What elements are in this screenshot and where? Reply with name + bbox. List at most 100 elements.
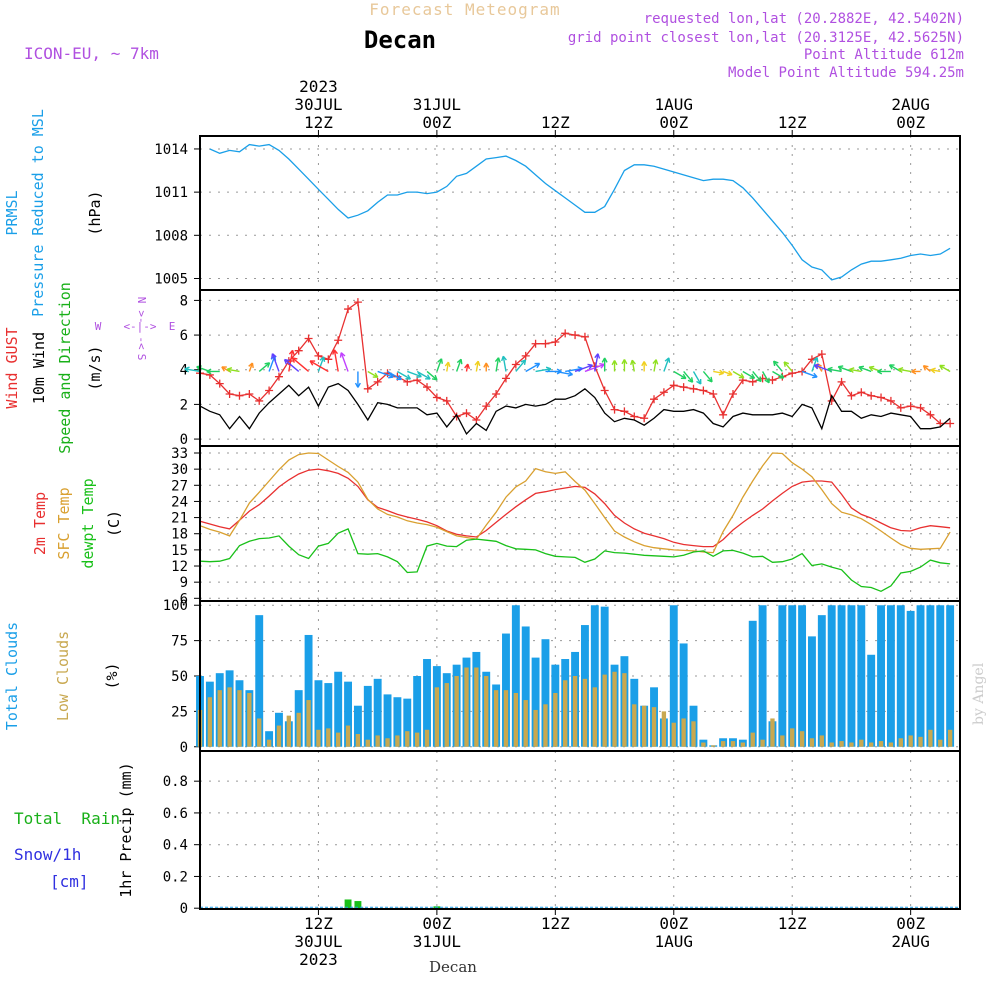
bottom-time-label: 12Z <box>778 914 807 933</box>
wind-arrow-shaft <box>333 349 339 372</box>
low-cloud-bar <box>898 738 903 747</box>
wind-arrow-head <box>756 376 762 383</box>
gust-marker <box>235 391 244 400</box>
wind-arrow <box>494 357 501 372</box>
wind-arrow <box>877 368 891 375</box>
total-cloud-bar <box>808 636 816 747</box>
wind-arrow-head <box>911 368 917 375</box>
gust-marker <box>294 346 303 355</box>
top-time-label: 00Z <box>422 113 451 132</box>
wind-arrow <box>742 370 756 379</box>
y-axis-label: 1hr Precip (mm) <box>117 762 135 897</box>
gust-marker <box>699 386 708 395</box>
bottom-time-label: 2023 <box>299 950 338 969</box>
rain-bar <box>354 901 362 909</box>
wind-arrow-head <box>291 357 298 363</box>
wind-arrow <box>436 358 443 372</box>
wind-arrow-shaft <box>407 370 422 378</box>
low-cloud-bar <box>809 738 815 747</box>
low-cloud-bar <box>395 735 400 747</box>
gust-marker <box>274 372 283 381</box>
y-tick-label: 1014 <box>154 142 188 158</box>
low-cloud-bar <box>503 690 509 747</box>
wind-arrow-head <box>534 362 541 369</box>
subtitle: Forecast Meteogram <box>369 0 560 19</box>
y-tick-label: 2 <box>180 397 188 413</box>
y-axis-unit: (C) <box>105 510 123 537</box>
wind-arrow-head <box>827 366 833 373</box>
low-cloud-bar <box>365 739 370 747</box>
wind-arrow-head <box>226 367 233 373</box>
wind-arrow-shaft <box>683 371 694 383</box>
low-cloud-bar <box>464 667 469 747</box>
wind-arrow <box>426 370 438 381</box>
low-cloud-bar <box>651 707 657 747</box>
y-tick-label: 75 <box>171 634 188 650</box>
y-axis-unit: (hPa) <box>86 190 104 235</box>
wind-arrow <box>248 362 254 372</box>
gridpoint-coords: grid point closest lon,lat (20.3125E, 42… <box>568 30 964 46</box>
low-cloud-bar <box>336 732 341 747</box>
precip-legend-rain: Total Rain <box>14 809 120 828</box>
wind-arrow <box>594 353 601 372</box>
y-tick-label: 0 <box>180 740 188 756</box>
wind-arrow <box>226 367 240 373</box>
low-cloud-bar <box>345 725 351 747</box>
low-cloud-bar <box>493 690 499 747</box>
low-cloud-bar <box>326 728 331 747</box>
y-tick-label: 30 <box>171 462 188 478</box>
wind-arrow <box>515 359 527 372</box>
wind-arrow-shaft <box>416 370 431 380</box>
compass-arrow-down: -< <box>135 336 148 350</box>
low-cloud-bar <box>701 742 706 747</box>
low-cloud-bar <box>928 729 933 747</box>
total-cloud-bar <box>393 697 402 747</box>
low-cloud-bar <box>681 718 686 747</box>
wind-arrow-head <box>288 349 295 356</box>
wind-arrow <box>641 361 648 372</box>
wind-arrow-head <box>726 370 733 377</box>
gust-marker <box>324 355 333 364</box>
wind-arrow-head <box>464 363 471 370</box>
gust-marker <box>709 390 718 398</box>
gust-marker <box>304 334 313 343</box>
low-cloud-bar <box>632 704 637 747</box>
total-cloud-bar <box>936 605 945 747</box>
gust-marker <box>719 410 728 419</box>
wind-arrow-head <box>664 357 671 363</box>
low-cloud-bar <box>543 704 548 747</box>
wind-arrow <box>939 364 951 373</box>
compass-w: W <box>95 320 102 333</box>
wind-arrow <box>601 357 608 372</box>
wind-arrow-shaft <box>722 370 733 376</box>
wind-arrow-shaft <box>288 350 294 372</box>
point-altitude: Point Altitude 612m <box>804 47 964 63</box>
gust-marker <box>837 377 846 386</box>
low-cloud-bar <box>513 692 519 747</box>
gust-marker <box>630 412 639 421</box>
wind-arrow-shaft <box>773 360 783 372</box>
wind-arrow-head <box>599 363 605 369</box>
wind-arrow-shaft <box>555 370 573 376</box>
low-cloud-bar <box>257 718 262 747</box>
page-title: Decan <box>364 26 436 54</box>
wind-arrow <box>283 358 300 373</box>
low-cloud-bar <box>523 700 528 747</box>
wind-arrow <box>911 368 921 375</box>
wind-arrow-shaft <box>827 368 842 373</box>
wind-arrow-shaft <box>653 359 657 372</box>
compass-e: E <box>169 320 176 333</box>
low-cloud-bar <box>572 676 578 747</box>
wind-arrow-head <box>567 370 573 377</box>
wind-arrow <box>184 366 201 373</box>
total-cloud-bar <box>926 605 935 747</box>
total-cloud-bar <box>758 605 767 747</box>
wind-arrow-shaft <box>898 368 911 373</box>
wind-arrow-shaft <box>309 360 329 373</box>
low-cloud-bar <box>454 676 459 747</box>
wind-arrow-head <box>718 369 725 376</box>
wind-arrow-head <box>494 357 501 363</box>
bottom-time-label: 12Z <box>541 914 570 933</box>
total-cloud-bar <box>531 657 540 747</box>
